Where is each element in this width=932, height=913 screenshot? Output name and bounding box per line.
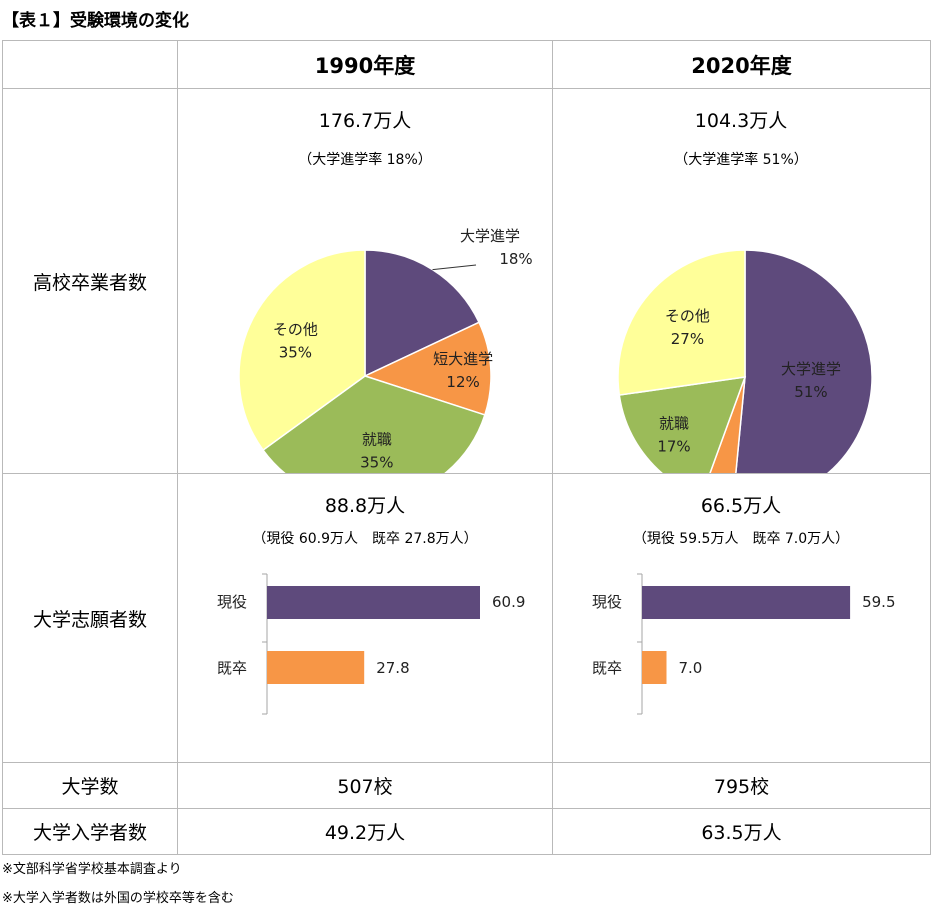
pie-value-2020-3: 27% bbox=[671, 330, 704, 348]
applicants-1990-note: （現役 60.9万人 既卒 27.8万人） bbox=[252, 531, 477, 547]
graduates-1990-cell: 176.7万人 （大学進学率 18%） 大学進学 18% 短大進学 12% 就職 35% そ… bbox=[177, 88, 553, 474]
pie-slice-2020-0 bbox=[735, 249, 873, 473]
bar-2020-0 bbox=[642, 586, 851, 619]
graduates-1990-total: 176.7万人 bbox=[319, 110, 411, 132]
source-note: ※文部科学省学校基本調査より bbox=[2, 862, 182, 877]
pie-value-1990-2: 35% bbox=[360, 454, 393, 472]
header-blank-cell bbox=[2, 40, 178, 89]
enrollees-1990: 49.2万人 bbox=[177, 808, 553, 855]
graduates-1990-note: （大学進学率 18%） bbox=[298, 151, 432, 168]
pie-label-2020-2: 就職 bbox=[659, 415, 689, 433]
pie-slice-2020-3 bbox=[617, 249, 746, 396]
universities-row: 大学数 507校 795校 bbox=[2, 762, 931, 809]
comparison-table: 1990年度 2020年度 高校卒業者数 176.7万人 （大学進学率 18%）… bbox=[2, 40, 931, 855]
bar-chart-1990: 88.8万人 （現役 60.9万人 既卒 27.8万人） 現役 60.9 既卒 27.… bbox=[217, 495, 525, 715]
pie-value-1990-0: 18% bbox=[499, 250, 532, 268]
header-1990: 1990年度 bbox=[177, 40, 553, 89]
applicants-1990-total: 88.8万人 bbox=[325, 495, 405, 517]
bar-category-1990-1: 既卒 bbox=[217, 659, 247, 677]
pie-label-1990-0: 大学進学 bbox=[460, 227, 520, 245]
row-label-universities: 大学数 bbox=[2, 762, 178, 809]
pie-value-1990-1: 12% bbox=[446, 373, 479, 391]
bar-value-2020-0: 59.5 bbox=[862, 593, 895, 611]
pie-leader-1990-0 bbox=[432, 264, 477, 271]
universities-1990: 507校 bbox=[177, 762, 553, 809]
pie-label-1990-2: 就職 bbox=[362, 431, 392, 449]
row-label-applicants: 大学志願者数 bbox=[2, 473, 178, 763]
pie-value-2020-0: 51% bbox=[794, 383, 827, 401]
graduates-2020-cell: 104.3万人 （大学進学率 51%） 大学進学51%短大進学4%就職17%その… bbox=[552, 88, 931, 474]
scope-note: ※大学入学者数は外国の学校卒等を含む bbox=[2, 891, 234, 906]
universities-2020: 795校 bbox=[552, 762, 931, 809]
header-2020: 2020年度 bbox=[552, 40, 931, 89]
applicants-1990-cell: 88.8万人 （現役 60.9万人 既卒 27.8万人） 現役 60.9 既卒 27.… bbox=[177, 473, 553, 763]
header-row: 1990年度 2020年度 bbox=[2, 40, 931, 89]
table-caption: 【表１】受験環境の変化 bbox=[2, 11, 189, 31]
bar-1990-1 bbox=[267, 651, 365, 684]
enrollees-2020: 63.5万人 bbox=[552, 808, 931, 855]
pie-label-1990-3: その他 bbox=[273, 321, 318, 339]
enrollees-row: 大学入学者数 49.2万人 63.5万人 bbox=[2, 808, 931, 855]
applicants-2020-total: 66.5万人 bbox=[701, 495, 781, 517]
bar-2020-1 bbox=[642, 651, 667, 684]
pie-slice-2020-2 bbox=[618, 376, 747, 473]
applicants-2020-note: （現役 59.5万人 既卒 7.0万人） bbox=[633, 531, 849, 547]
applicants-row: 大学志願者数 88.8万人 （現役 60.9万人 既卒 27.8万人） 現役 60… bbox=[2, 473, 931, 763]
pie-value-1990-3: 35% bbox=[279, 344, 312, 362]
bar-category-2020-1: 既卒 bbox=[592, 659, 622, 677]
graduates-2020-note: （大学進学率 51%） bbox=[674, 151, 808, 168]
pie-label-1990-1: 短大進学 bbox=[433, 350, 493, 368]
bar-value-1990-1: 27.8 bbox=[376, 659, 409, 677]
applicants-2020-cell: 66.5万人 （現役 59.5万人 既卒 7.0万人） 現役 59.5 既卒 7.0 bbox=[552, 473, 931, 763]
graduates-row: 高校卒業者数 176.7万人 （大学進学率 18%） 大学進学 18% 短大進学 12… bbox=[2, 88, 931, 474]
row-label-graduates: 高校卒業者数 bbox=[2, 88, 178, 474]
pie-label-2020-3: その他 bbox=[665, 307, 710, 325]
graduates-2020-total: 104.3万人 bbox=[695, 110, 787, 132]
bar-category-1990-0: 現役 bbox=[217, 593, 247, 611]
bar-1990-0 bbox=[267, 586, 480, 619]
bar-value-2020-1: 7.0 bbox=[678, 659, 702, 677]
bar-category-2020-0: 現役 bbox=[592, 593, 622, 611]
bar-chart-2020: 66.5万人 （現役 59.5万人 既卒 7.0万人） 現役 59.5 既卒 7.0 bbox=[592, 495, 896, 715]
pie-value-2020-2: 17% bbox=[657, 438, 690, 456]
bar-value-1990-0: 60.9 bbox=[492, 593, 525, 611]
pie-chart-2020: 104.3万人 （大学進学率 51%） 大学進学51%短大進学4%就職17%その… bbox=[617, 110, 873, 473]
pie-slice-1990-3 bbox=[238, 249, 366, 452]
pie-label-2020-0: 大学進学 bbox=[781, 360, 841, 378]
pie-slice-1990-2 bbox=[262, 375, 486, 473]
row-label-enrollees: 大学入学者数 bbox=[2, 808, 178, 855]
pie-chart-1990: 176.7万人 （大学進学率 18%） 大学進学 18% 短大進学 12% 就職 35% そ… bbox=[238, 110, 533, 473]
pie-slice-1990-1 bbox=[362, 321, 492, 416]
